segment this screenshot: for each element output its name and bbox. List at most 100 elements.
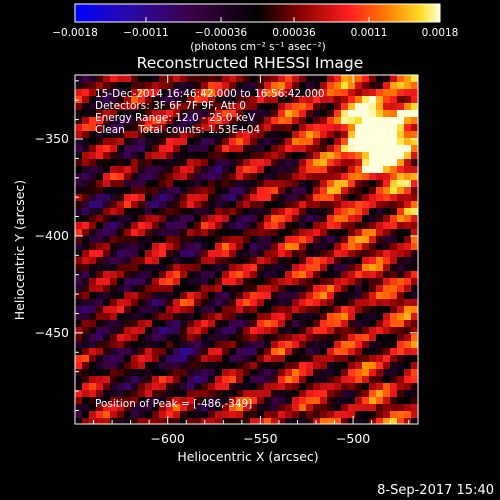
heatmap-cell: [145, 383, 152, 390]
heatmap-cell: [138, 131, 145, 138]
heatmap-cell: [75, 173, 82, 180]
heatmap-cell: [278, 138, 285, 145]
heatmap-cell: [397, 145, 404, 152]
heatmap-cell: [110, 404, 117, 411]
heatmap-cell: [320, 355, 327, 362]
heatmap-cell: [285, 292, 292, 299]
heatmap-cell: [208, 369, 215, 376]
heatmap-cell: [292, 236, 299, 243]
heatmap-cell: [285, 257, 292, 264]
heatmap-cell: [390, 320, 397, 327]
heatmap-cell: [285, 418, 292, 424]
heatmap-cell: [166, 313, 173, 320]
heatmap-cell: [215, 404, 222, 411]
heatmap-cell: [306, 271, 313, 278]
heatmap-cell: [313, 306, 320, 313]
heatmap-cell: [124, 411, 131, 418]
heatmap-cell: [124, 383, 131, 390]
heatmap-cell: [75, 89, 82, 96]
heatmap-cell: [215, 229, 222, 236]
heatmap-cell: [180, 208, 187, 215]
heatmap-cell: [306, 334, 313, 341]
heatmap-cell: [369, 418, 376, 424]
heatmap-cell: [215, 89, 222, 96]
heatmap-cell: [229, 418, 236, 424]
heatmap-cell: [334, 82, 341, 89]
heatmap-cell: [75, 285, 82, 292]
heatmap-cell: [278, 376, 285, 383]
heatmap-cell: [145, 327, 152, 334]
heatmap-cell: [194, 404, 201, 411]
heatmap-cell: [264, 362, 271, 369]
heatmap-cell: [215, 243, 222, 250]
heatmap-cell: [82, 411, 89, 418]
heatmap-cell: [243, 348, 250, 355]
heatmap-cell: [82, 418, 89, 424]
heatmap-cell: [299, 131, 306, 138]
heatmap-cell: [383, 103, 390, 110]
heatmap-cell: [110, 110, 117, 117]
heatmap-cell: [131, 362, 138, 369]
heatmap-cell: [341, 390, 348, 397]
heatmap-cell: [124, 362, 131, 369]
heatmap-cell: [180, 397, 187, 404]
heatmap-cell: [285, 180, 292, 187]
heatmap-cell: [327, 180, 334, 187]
heatmap-cell: [117, 131, 124, 138]
heatmap-cell: [355, 82, 362, 89]
heatmap-cell: [278, 383, 285, 390]
heatmap-cell: [166, 75, 173, 82]
heatmap-cell: [124, 201, 131, 208]
heatmap-cell: [355, 278, 362, 285]
heatmap-cell: [355, 383, 362, 390]
heatmap-cell: [348, 187, 355, 194]
x-axis-label: Heliocentric X (arcsec): [177, 449, 318, 464]
heatmap-cell: [264, 194, 271, 201]
heatmap-cell: [103, 222, 110, 229]
colorbar-tick-label: −0.0011: [123, 27, 169, 39]
heatmap-cell: [257, 334, 264, 341]
heatmap-cell: [411, 306, 418, 313]
heatmap-cell: [243, 264, 250, 271]
heatmap-cell: [145, 411, 152, 418]
heatmap-cell: [89, 243, 96, 250]
heatmap-cell: [201, 117, 208, 124]
heatmap-cell: [278, 264, 285, 271]
heatmap-cell: [320, 96, 327, 103]
heatmap-cell: [313, 201, 320, 208]
heatmap-cell: [313, 159, 320, 166]
heatmap-cell: [264, 257, 271, 264]
heatmap-cell: [201, 306, 208, 313]
heatmap-cell: [82, 320, 89, 327]
heatmap-cell: [138, 201, 145, 208]
heatmap-cell: [131, 341, 138, 348]
heatmap-cell: [89, 327, 96, 334]
heatmap-cell: [117, 292, 124, 299]
heatmap-cell: [285, 145, 292, 152]
heatmap-cell: [229, 299, 236, 306]
heatmap-cell: [236, 404, 243, 411]
heatmap-cell: [124, 327, 131, 334]
heatmap-cell: [271, 243, 278, 250]
heatmap-cell: [411, 131, 418, 138]
heatmap-cell: [208, 299, 215, 306]
heatmap-cell: [201, 145, 208, 152]
heatmap-cell: [271, 236, 278, 243]
heatmap-cell: [257, 278, 264, 285]
heatmap-cell: [229, 376, 236, 383]
heatmap-cell: [229, 404, 236, 411]
heatmap-cell: [131, 397, 138, 404]
heatmap-cell: [278, 257, 285, 264]
heatmap-cell: [278, 173, 285, 180]
heatmap-cell: [194, 117, 201, 124]
heatmap-cell: [327, 250, 334, 257]
heatmap-cell: [278, 208, 285, 215]
heatmap-cell: [145, 187, 152, 194]
heatmap-cell: [250, 103, 257, 110]
heatmap-cell: [327, 418, 334, 424]
heatmap-cell: [208, 236, 215, 243]
heatmap-cell: [411, 362, 418, 369]
heatmap-cell: [383, 96, 390, 103]
heatmap-cell: [383, 166, 390, 173]
heatmap-cell: [117, 327, 124, 334]
